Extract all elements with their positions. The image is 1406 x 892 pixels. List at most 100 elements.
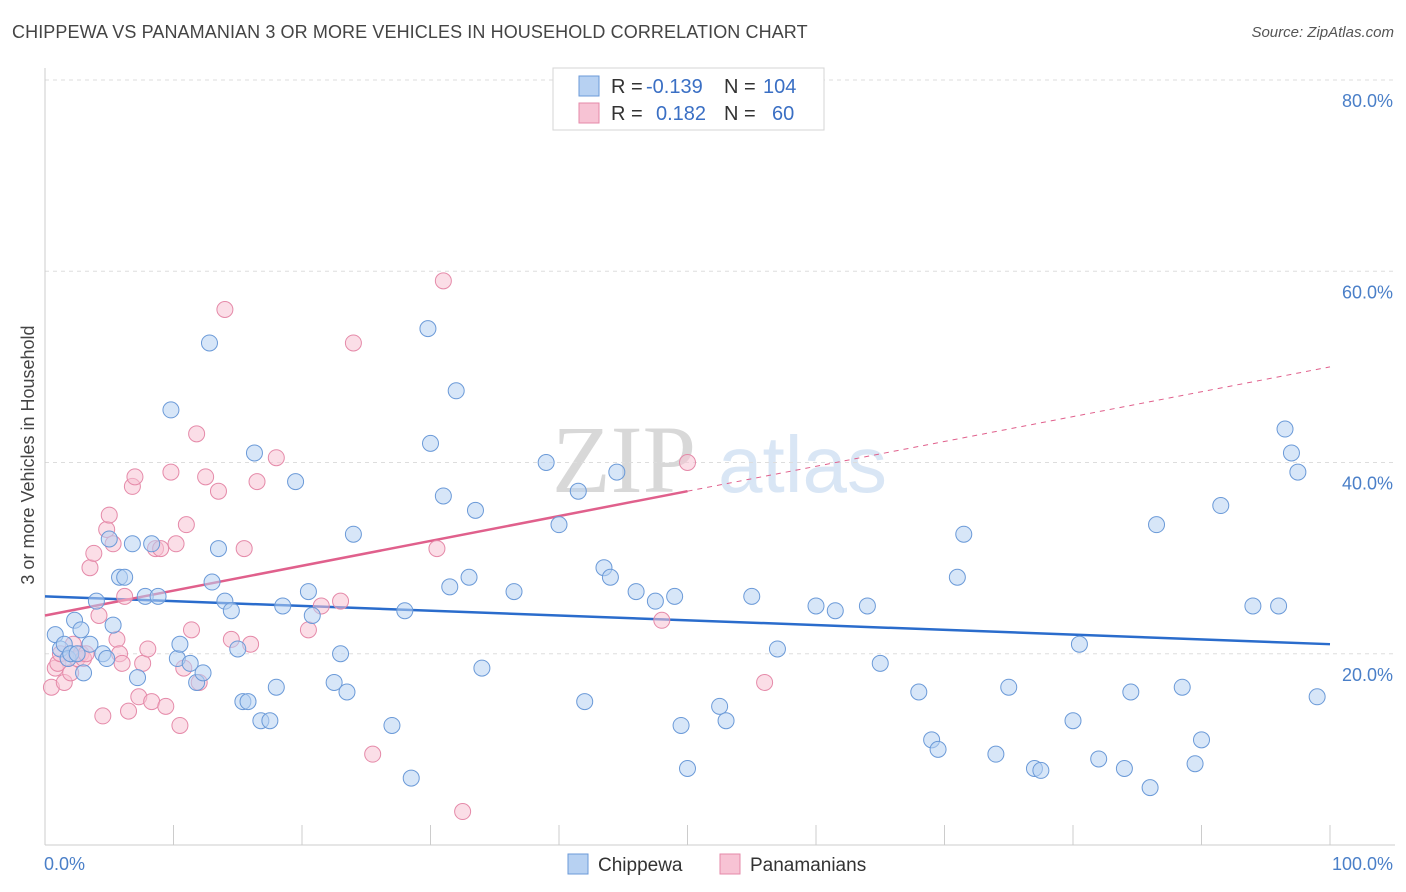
x-tick-label: 0.0% (44, 854, 85, 874)
y-tick-labels: 20.0% 40.0% 60.0% 80.0% (1342, 91, 1393, 685)
legend-r-label: R = (611, 76, 643, 98)
data-point-chippewa (287, 473, 305, 491)
data-point-panamanian (653, 611, 671, 629)
data-point-chippewa (239, 693, 257, 711)
series-panamanians (42, 272, 774, 821)
data-point-chippewa (81, 635, 99, 653)
data-point-chippewa (344, 525, 362, 543)
data-point-chippewa (711, 697, 729, 715)
data-point-chippewa (569, 482, 587, 500)
data-point-chippewa (200, 334, 218, 352)
data-point-chippewa (826, 602, 844, 620)
data-point-panamanian (81, 559, 99, 577)
series-chippewa (46, 320, 1326, 797)
data-point-chippewa (505, 583, 523, 601)
data-point-chippewa (338, 683, 356, 701)
data-point-chippewa (261, 712, 279, 730)
data-point-panamanian (299, 621, 317, 639)
data-point-panamanian (85, 544, 103, 562)
data-point-chippewa (1115, 760, 1133, 777)
data-point-chippewa (1282, 444, 1300, 462)
data-point-panamanian (197, 468, 215, 486)
data-point-chippewa (299, 583, 317, 601)
data-point-panamanian (182, 621, 200, 639)
data-point-chippewa (171, 635, 189, 653)
data-point-chippewa (203, 573, 221, 591)
data-point-panamanian (100, 506, 118, 524)
data-point-panamanian (248, 473, 266, 491)
data-point-panamanian (108, 630, 126, 648)
data-point-chippewa (229, 640, 247, 658)
bottom-legend-swatch-chippewa (567, 853, 589, 875)
data-point-panamanian (171, 716, 189, 734)
data-point-chippewa (1148, 516, 1166, 534)
data-point-chippewa (987, 745, 1005, 763)
data-point-chippewa (627, 583, 645, 601)
data-point-panamanian (344, 334, 362, 352)
data-point-chippewa (149, 587, 167, 605)
axes (44, 68, 1395, 846)
data-point-panamanian (428, 540, 446, 558)
data-point-panamanian (235, 540, 253, 558)
data-point-panamanian (209, 482, 227, 500)
data-point-panamanian (454, 803, 472, 821)
data-point-panamanian (162, 463, 180, 481)
legend-r-label: R = (611, 103, 643, 125)
data-point-panamanian (216, 301, 234, 318)
data-point-chippewa (576, 693, 594, 711)
data-point-chippewa (1308, 688, 1326, 706)
data-point-chippewa (1141, 779, 1159, 797)
data-point-panamanian (116, 587, 134, 605)
data-point-chippewa (87, 592, 105, 610)
legend: R = -0.139 N = 104 R = 0.182 N = 60 (552, 67, 825, 131)
data-point-chippewa (1070, 635, 1088, 653)
data-point-chippewa (434, 487, 452, 505)
data-point-chippewa (1186, 755, 1204, 773)
data-point-chippewa (98, 650, 116, 668)
bottom-legend-swatch-panamanian (719, 853, 741, 875)
data-point-chippewa (1122, 683, 1140, 701)
legend-swatch-chippewa (578, 75, 600, 97)
data-point-chippewa (303, 607, 321, 624)
data-point-chippewa (116, 568, 134, 586)
data-point-chippewa (672, 716, 690, 734)
y-tick-label: 80.0% (1342, 91, 1393, 111)
data-point-chippewa (1270, 597, 1288, 615)
watermark: ZIP atlas (552, 406, 887, 513)
data-point-chippewa (222, 602, 240, 620)
data-point-chippewa (608, 463, 626, 481)
data-point-chippewa (143, 535, 161, 553)
data-point-panamanian (90, 607, 108, 624)
data-point-chippewa (447, 382, 465, 400)
y-tick-label: 20.0% (1342, 665, 1393, 685)
data-point-panamanian (157, 697, 175, 715)
data-point-chippewa (402, 769, 420, 787)
data-point-chippewa (537, 454, 555, 471)
bottom-legend-chippewa: Chippewa (598, 855, 683, 876)
data-point-chippewa (267, 678, 285, 696)
data-point-chippewa (162, 401, 180, 419)
legend-n-value: 104 (763, 76, 796, 98)
data-point-chippewa (1064, 712, 1082, 730)
data-point-chippewa (1193, 731, 1210, 749)
data-point-chippewa (768, 640, 786, 658)
data-point-chippewa (332, 645, 350, 663)
data-point-chippewa (441, 578, 459, 596)
watermark-atlas: atlas (718, 420, 887, 509)
data-point-chippewa (396, 602, 414, 620)
chart-title: CHIPPEWA VS PANAMANIAN 3 OR MORE VEHICLE… (12, 22, 808, 42)
data-point-chippewa (1244, 597, 1262, 615)
data-point-chippewa (1173, 678, 1191, 696)
data-point-chippewa (460, 568, 478, 586)
data-point-chippewa (209, 540, 227, 558)
data-point-chippewa (473, 659, 491, 677)
data-point-chippewa (1289, 463, 1307, 481)
y-tick-label: 40.0% (1342, 474, 1393, 494)
data-point-panamanian (139, 640, 157, 658)
data-point-chippewa (807, 597, 825, 615)
data-point-chippewa (1032, 761, 1050, 779)
data-point-chippewa (68, 645, 86, 663)
data-point-panamanian (120, 702, 138, 720)
data-point-panamanian (113, 654, 131, 672)
legend-n-label: N = (724, 103, 756, 125)
